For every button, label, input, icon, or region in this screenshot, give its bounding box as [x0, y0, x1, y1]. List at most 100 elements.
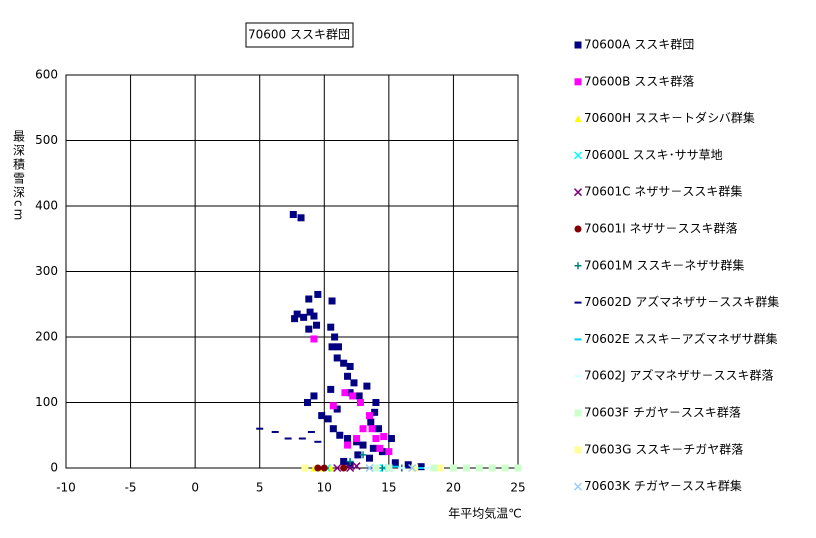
point: [256, 427, 264, 430]
y-axis-label: 最深積雪深cm: [12, 130, 26, 223]
point: [340, 359, 348, 367]
legend-label: 70601C ネザサ－ススキ群集: [584, 184, 742, 199]
legend-label: 70602D アズマネザサ－ススキ群集: [584, 294, 779, 309]
point: [289, 211, 297, 219]
y-tick-label: 600: [35, 68, 58, 82]
y-tick-label: 500: [35, 133, 58, 147]
point: [359, 451, 367, 459]
point: [346, 463, 355, 473]
x-tick-label: 0: [191, 481, 199, 495]
legend-marker: [573, 482, 583, 491]
point: [350, 379, 358, 387]
point: [331, 333, 339, 341]
point: [303, 399, 311, 406]
point: [353, 435, 361, 443]
legend-label: 70603K チガヤ－ススキ群集: [584, 478, 742, 493]
x-tick-label: 5: [256, 481, 264, 495]
point: [327, 323, 335, 331]
legend-marker: [574, 78, 582, 86]
legend-marker: [573, 188, 583, 197]
point: [372, 464, 380, 472]
legend-label: 70602J アズマネザサ－ススキ群落: [584, 368, 774, 383]
legend-marker: [574, 409, 582, 417]
point: [352, 462, 361, 471]
x-axis-label: 年平均気温℃: [448, 506, 521, 521]
point: [391, 459, 399, 467]
point: [344, 441, 352, 449]
point: [363, 382, 371, 390]
point: [334, 343, 342, 351]
point: [310, 392, 318, 400]
point: [327, 385, 335, 393]
point: [333, 354, 341, 362]
legend-label: 70603F チガヤ－ススキ群落: [584, 406, 741, 420]
point: [359, 425, 367, 433]
point: [318, 412, 326, 420]
chart-title: 70600 ススキ群団: [248, 28, 350, 42]
point: [329, 402, 337, 410]
point: [408, 463, 417, 473]
point: [354, 451, 362, 459]
x-tick-label: 20: [446, 481, 461, 495]
point: [346, 457, 354, 465]
x-tick-label: 10: [317, 481, 332, 495]
point: [501, 464, 509, 472]
legend-label: 70603G ススキ－チガヤ群落: [584, 442, 743, 456]
legend-marker: [574, 375, 582, 378]
point: [385, 464, 393, 472]
x-tick-label: 15: [381, 481, 396, 495]
point: [365, 463, 374, 473]
point: [411, 464, 419, 472]
point: [305, 295, 313, 303]
legend-label: 70601I ネザサ－ススキ群落: [584, 222, 738, 236]
point: [376, 444, 384, 452]
point: [356, 399, 364, 406]
legend-marker: [574, 225, 582, 233]
legend-marker: [574, 41, 582, 49]
point: [328, 343, 336, 351]
point: [365, 454, 373, 462]
point: [391, 465, 399, 468]
point: [310, 312, 318, 320]
point: [271, 430, 279, 433]
point: [300, 313, 308, 321]
point: [368, 425, 376, 433]
point: [359, 441, 367, 449]
point: [346, 362, 354, 370]
point: [314, 440, 322, 443]
legend-label: 70600H ススキ－トダシバ群集: [584, 110, 755, 125]
point: [417, 467, 425, 469]
point: [380, 433, 388, 441]
point: [301, 464, 309, 472]
point: [385, 448, 393, 456]
x-tick-label: -10: [56, 481, 76, 495]
point: [398, 467, 406, 469]
point: [371, 408, 379, 416]
legend-marker: [574, 301, 582, 304]
point: [314, 464, 322, 472]
point: [324, 415, 332, 423]
point: [306, 308, 314, 316]
legend-marker: [574, 446, 582, 454]
point: [320, 464, 328, 472]
point: [417, 463, 425, 471]
x-tick-label: 25: [510, 481, 525, 495]
point: [462, 464, 470, 472]
y-tick-label: 100: [35, 395, 58, 409]
point: [329, 425, 337, 433]
point: [341, 389, 349, 397]
point: [369, 444, 377, 452]
point: [293, 310, 301, 318]
point: [307, 430, 315, 433]
legend-marker: [574, 262, 582, 270]
point: [298, 437, 306, 440]
point: [305, 325, 313, 333]
point: [349, 392, 357, 400]
point: [404, 461, 412, 469]
legend-label: 70602E ススキ－アズマネザサ群集: [584, 331, 778, 346]
point: [291, 315, 299, 323]
point: [355, 392, 363, 400]
legend-marker: [574, 338, 582, 341]
point: [378, 464, 386, 472]
